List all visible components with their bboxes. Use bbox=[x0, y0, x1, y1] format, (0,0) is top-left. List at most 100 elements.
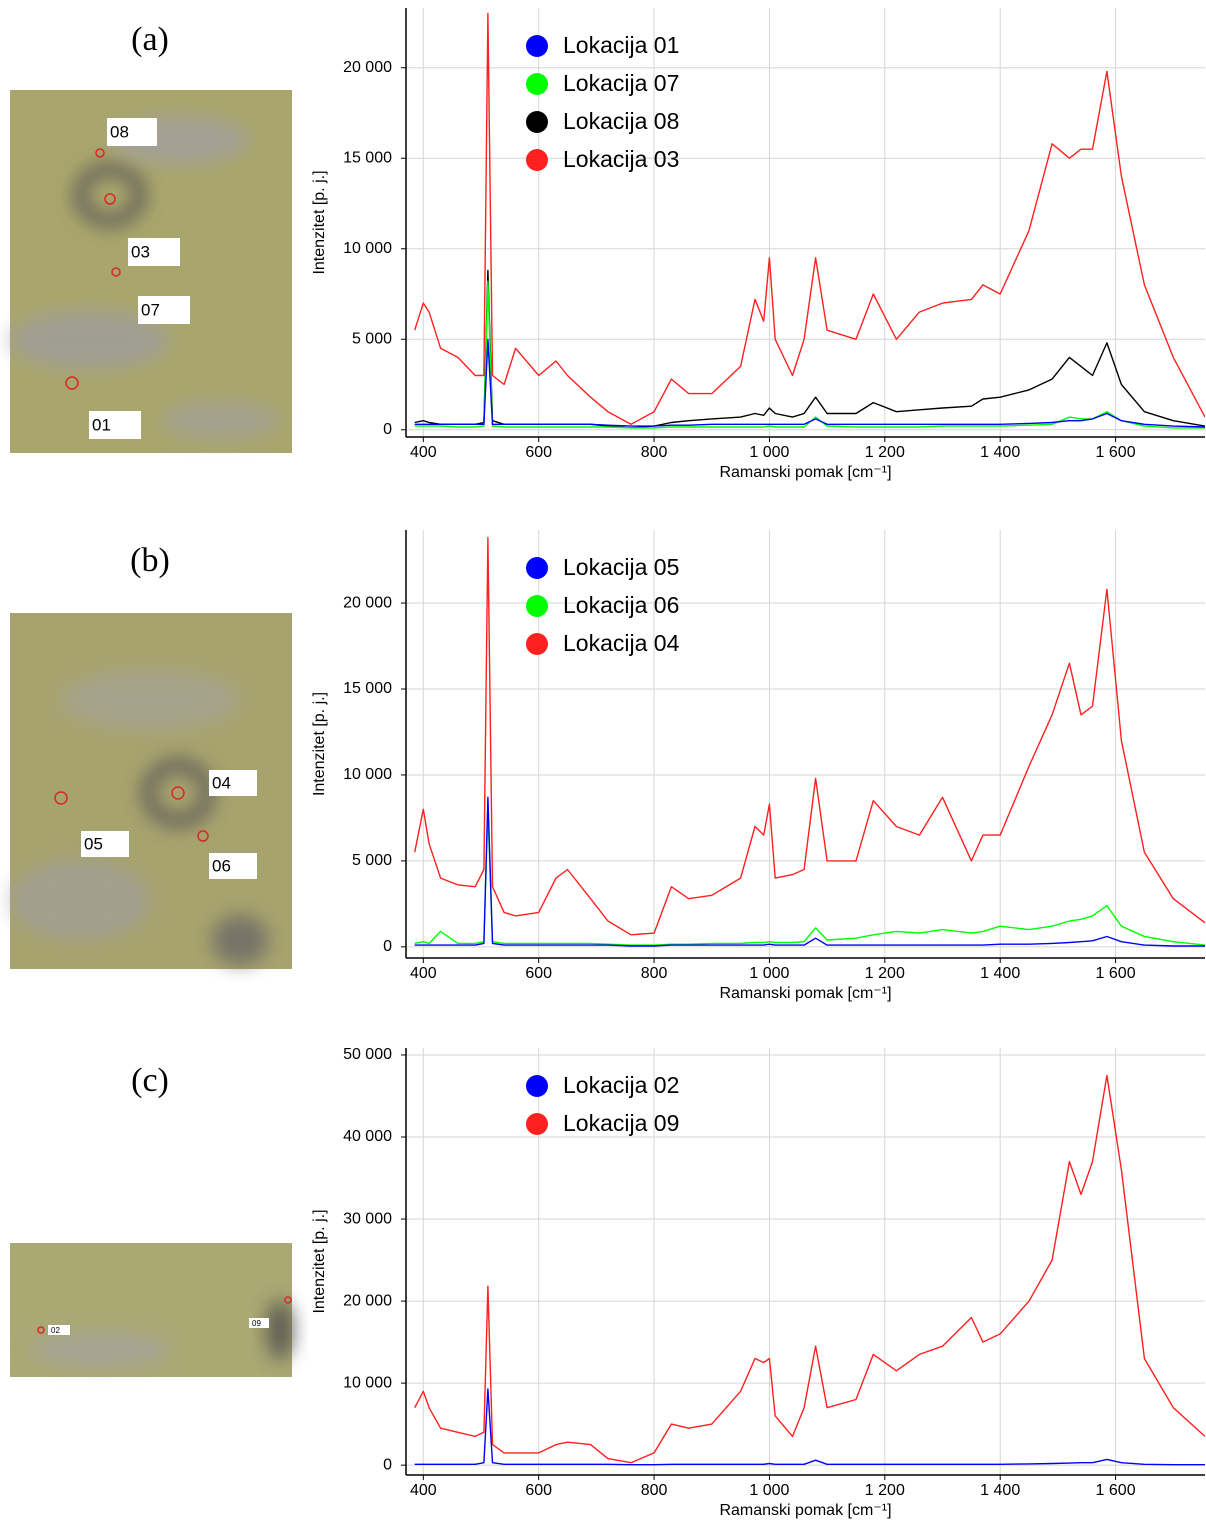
location-marker bbox=[95, 148, 105, 158]
legend-marker bbox=[526, 1113, 548, 1135]
series-line bbox=[414, 537, 1205, 936]
legend-label: Lokacija 09 bbox=[563, 1110, 679, 1136]
y-tick-label: 30 000 bbox=[343, 1210, 392, 1227]
location-marker bbox=[171, 786, 185, 800]
y-tick-label: 0 bbox=[383, 421, 392, 438]
photo-label-box bbox=[81, 831, 129, 857]
photo-label-box bbox=[48, 1325, 70, 1335]
y-axis-label: Intenzitet [p. j.] bbox=[311, 692, 328, 796]
x-axis-label: Ramanski pomak [cm⁻¹] bbox=[719, 464, 891, 481]
y-tick-label: 15 000 bbox=[343, 680, 392, 697]
location-marker bbox=[197, 830, 209, 842]
location-marker bbox=[104, 193, 116, 205]
x-tick-label: 1 400 bbox=[980, 444, 1020, 461]
y-tick-label: 0 bbox=[383, 938, 392, 955]
legend-marker bbox=[526, 111, 548, 133]
series-line bbox=[414, 1074, 1205, 1464]
x-tick-label: 1 200 bbox=[865, 1482, 905, 1499]
photo-label-box bbox=[107, 118, 157, 146]
photo-label-box bbox=[209, 770, 257, 796]
x-tick-label: 1 200 bbox=[865, 444, 905, 461]
legend-marker bbox=[526, 633, 548, 655]
y-tick-label: 10 000 bbox=[343, 1374, 392, 1391]
y-tick-label: 0 bbox=[383, 1456, 392, 1473]
photo-label-box bbox=[138, 296, 190, 324]
x-tick-label: 600 bbox=[525, 965, 552, 982]
plot-area bbox=[414, 12, 1205, 429]
x-tick-label: 1 200 bbox=[865, 965, 905, 982]
panel-label: (b) bbox=[130, 542, 170, 579]
y-tick-label: 10 000 bbox=[343, 240, 392, 257]
x-axis-label: Ramanski pomak [cm⁻¹] bbox=[719, 1502, 891, 1519]
panel-label: (c) bbox=[131, 1062, 169, 1099]
legend-label: Lokacija 05 bbox=[563, 554, 679, 580]
photo-label-box bbox=[89, 411, 141, 439]
photo-label: 04 bbox=[212, 773, 231, 792]
panel-label: (a) bbox=[131, 21, 169, 58]
x-tick-label: 1 400 bbox=[980, 1482, 1020, 1499]
x-tick-label: 600 bbox=[525, 444, 552, 461]
photo-label-box bbox=[209, 853, 257, 879]
legend-marker bbox=[526, 1075, 548, 1097]
location-marker bbox=[54, 791, 68, 805]
x-tick-label: 1 400 bbox=[980, 965, 1020, 982]
series-line bbox=[414, 1388, 1205, 1466]
y-tick-label: 20 000 bbox=[343, 594, 392, 611]
location-marker bbox=[65, 376, 79, 390]
location-marker bbox=[37, 1326, 45, 1334]
photo-a bbox=[10, 90, 292, 453]
plot-area bbox=[414, 537, 1205, 947]
legend-label: Lokacija 01 bbox=[563, 32, 679, 58]
y-tick-label: 15 000 bbox=[343, 149, 392, 166]
photo-label: 08 bbox=[110, 122, 129, 141]
x-tick-label: 1 600 bbox=[1096, 1482, 1136, 1499]
x-tick-label: 1 600 bbox=[1096, 444, 1136, 461]
y-tick-label: 10 000 bbox=[343, 766, 392, 783]
legend-marker bbox=[526, 149, 548, 171]
series-line bbox=[414, 808, 1205, 946]
legend-label: Lokacija 03 bbox=[563, 146, 679, 172]
location-marker bbox=[111, 267, 121, 277]
photo-label: 07 bbox=[141, 300, 160, 319]
x-tick-label: 1 000 bbox=[749, 965, 789, 982]
legend-marker bbox=[526, 595, 548, 617]
x-tick-label: 1 000 bbox=[749, 1482, 789, 1499]
y-tick-label: 40 000 bbox=[343, 1128, 392, 1145]
series-line bbox=[414, 12, 1205, 425]
x-tick-label: 800 bbox=[641, 444, 668, 461]
x-tick-label: 400 bbox=[410, 1482, 437, 1499]
x-tick-label: 400 bbox=[410, 444, 437, 461]
photo-label: 09 bbox=[252, 1319, 261, 1328]
x-tick-label: 1 600 bbox=[1096, 965, 1136, 982]
photo-label: 05 bbox=[84, 834, 103, 853]
x-tick-label: 400 bbox=[410, 965, 437, 982]
x-tick-label: 1 000 bbox=[749, 444, 789, 461]
y-axis-label: Intenzitet [p. j.] bbox=[311, 170, 328, 274]
legend-label: Lokacija 02 bbox=[563, 1072, 679, 1098]
photo-label: 02 bbox=[51, 1326, 60, 1335]
photo-label: 03 bbox=[131, 242, 150, 261]
y-tick-label: 5 000 bbox=[352, 330, 392, 347]
legend-label: Lokacija 08 bbox=[563, 108, 679, 134]
y-tick-label: 5 000 bbox=[352, 852, 392, 869]
x-axis-label: Ramanski pomak [cm⁻¹] bbox=[719, 985, 891, 1002]
legend-label: Lokacija 07 bbox=[563, 70, 679, 96]
series-line bbox=[414, 796, 1205, 947]
x-tick-label: 600 bbox=[525, 1482, 552, 1499]
y-tick-label: 20 000 bbox=[343, 1292, 392, 1309]
photo-label-box bbox=[128, 238, 180, 266]
plot-area bbox=[414, 1074, 1205, 1466]
legend-marker bbox=[526, 35, 548, 57]
legend-marker bbox=[526, 557, 548, 579]
location-marker bbox=[284, 1296, 292, 1304]
photo-label: 01 bbox=[92, 415, 111, 434]
y-tick-label: 20 000 bbox=[343, 59, 392, 76]
legend-label: Lokacija 06 bbox=[563, 592, 679, 618]
y-tick-label: 50 000 bbox=[343, 1046, 392, 1063]
photo-c bbox=[10, 1243, 294, 1377]
y-axis-label: Intenzitet [p. j.] bbox=[311, 1209, 328, 1313]
legend-label: Lokacija 04 bbox=[563, 630, 680, 656]
x-tick-label: 800 bbox=[641, 1482, 668, 1499]
photo-label: 06 bbox=[212, 856, 231, 875]
